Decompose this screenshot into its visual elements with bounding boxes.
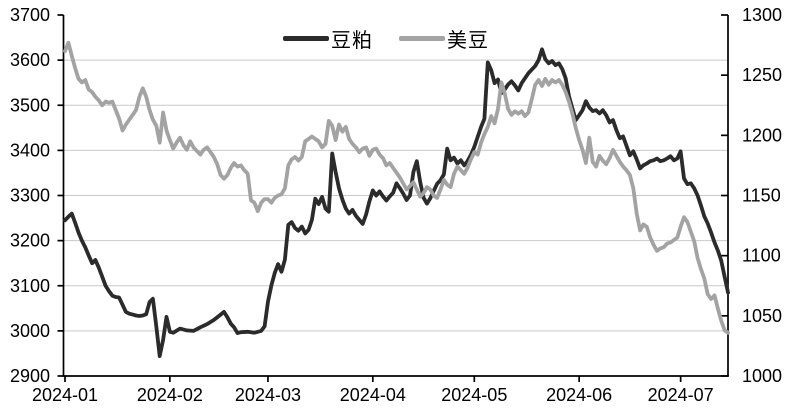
y-right-tick-label: 1200 [742, 125, 782, 145]
x-tick-label: 2024-05 [441, 385, 507, 405]
x-tick-label: 2024-07 [648, 385, 714, 405]
y-left-tick-label: 3500 [10, 95, 50, 115]
y-right-tick-label: 1050 [742, 306, 782, 326]
y-left-tick-label: 3100 [10, 276, 50, 296]
y-left-tick-label: 3400 [10, 140, 50, 160]
y-left-tick-label: 3000 [10, 321, 50, 341]
legend-label-soybean-meal: 豆粕 [331, 30, 373, 52]
legend-label-us-soybean: 美豆 [447, 30, 489, 52]
legend: 豆粕 美豆 [283, 24, 489, 53]
y-left-tick-label: 3700 [10, 5, 50, 25]
legend-line-swatch-us-soybean [399, 36, 445, 41]
series-line-0 [63, 47, 730, 359]
x-tick-label: 2024-04 [340, 385, 406, 405]
legend-line-swatch-soybean-meal [283, 36, 329, 41]
y-left-tick-label: 3600 [10, 50, 50, 70]
y-right-tick-label: 1300 [742, 5, 782, 25]
x-tick-label: 2024-01 [32, 385, 98, 405]
legend-item-soybean-meal: 豆粕 [283, 24, 373, 53]
series-line-1 [63, 40, 730, 335]
legend-item-us-soybean: 美豆 [399, 24, 489, 53]
x-tick-label: 2024-02 [137, 385, 203, 405]
y-right-tick-label: 1250 [742, 65, 782, 85]
y-left-tick-label: 2900 [10, 366, 50, 386]
y-left-tick-label: 3200 [10, 231, 50, 251]
y-right-tick-label: 1100 [742, 246, 781, 266]
y-left-tick-label: 3300 [10, 186, 50, 206]
x-tick-label: 2024-06 [546, 385, 612, 405]
y-right-tick-label: 1000 [742, 366, 782, 386]
x-tick-label: 2024-03 [235, 385, 301, 405]
y-right-tick-label: 1150 [742, 186, 781, 206]
